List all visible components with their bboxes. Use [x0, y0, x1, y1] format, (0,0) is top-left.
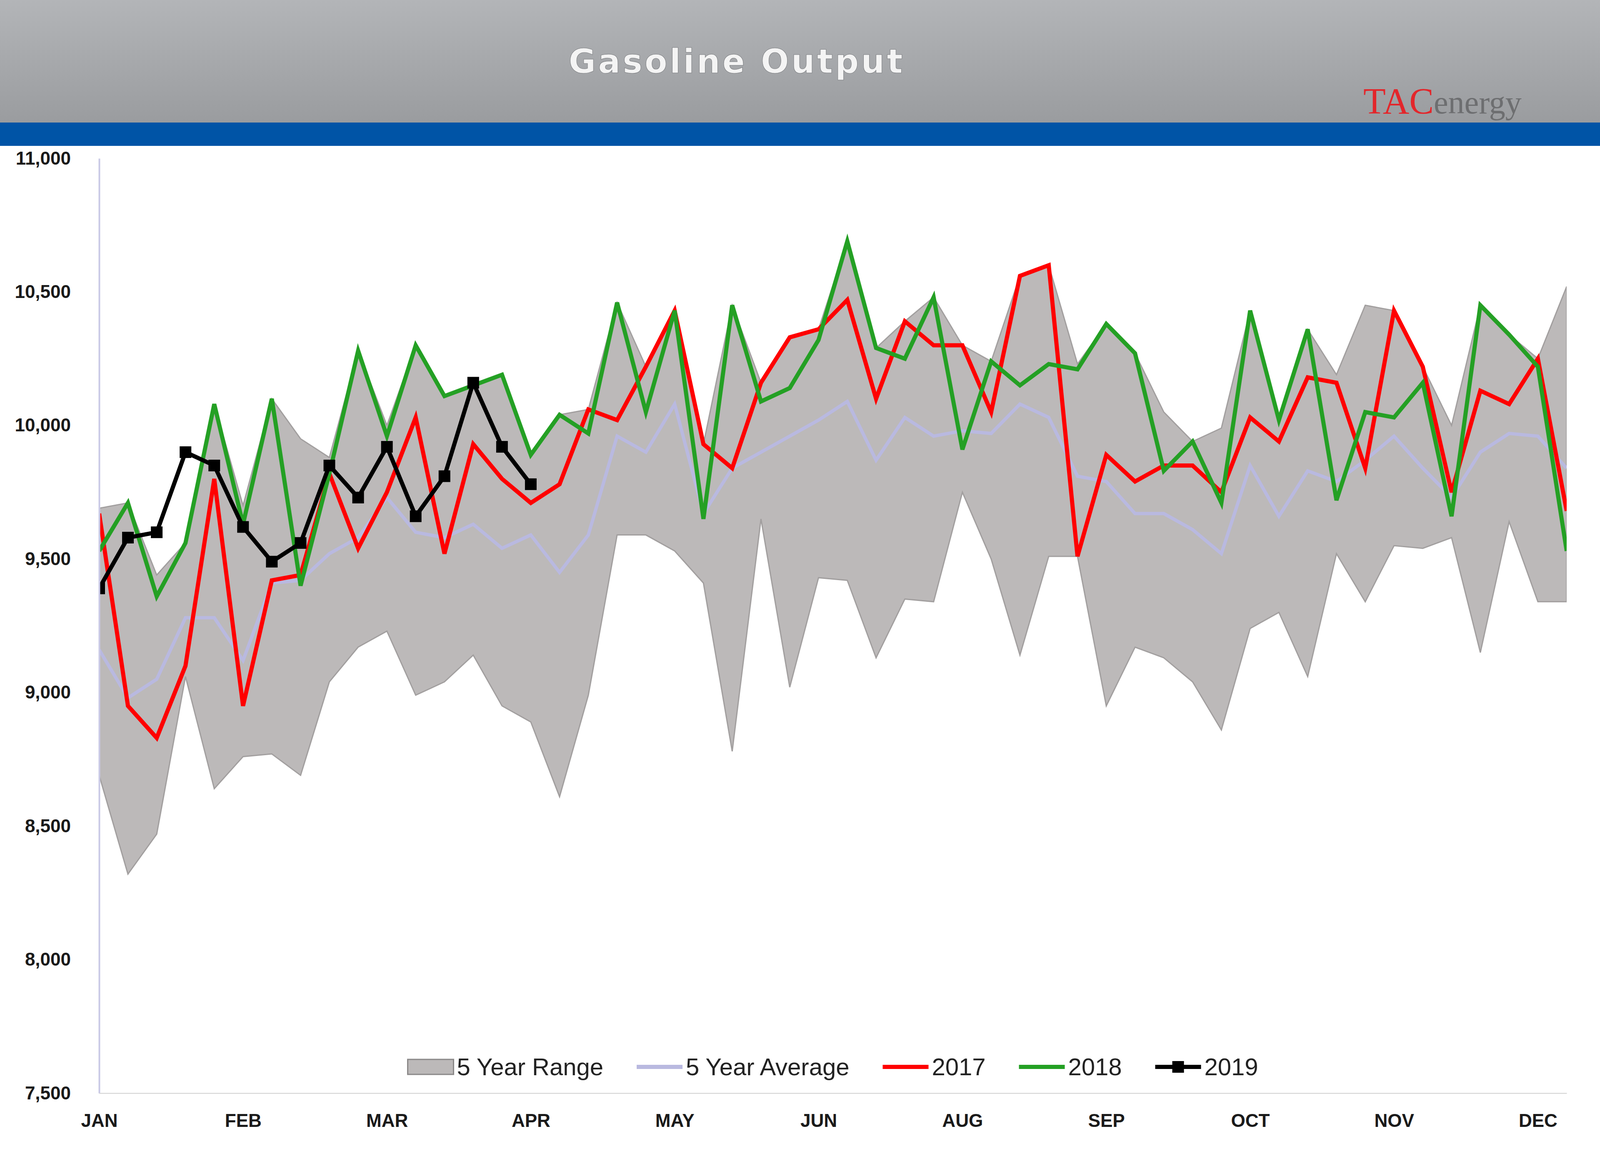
x-tick: FEB [225, 1092, 262, 1131]
marker [410, 510, 422, 523]
y-tick: 8,000 [25, 948, 100, 970]
legend-label: 5 Year Range [456, 1052, 604, 1080]
legend-marker [1172, 1060, 1184, 1073]
y-tick-label: 8,500 [25, 815, 71, 836]
series-line [99, 401, 1567, 698]
y-tick-label: 7,500 [25, 1082, 71, 1103]
marker [150, 526, 163, 538]
series-line [99, 265, 1567, 738]
marker [179, 446, 192, 458]
title: Gasoline Output [568, 42, 905, 81]
y-tick: 9,500 [25, 548, 100, 569]
x-tick: MAY [655, 1092, 695, 1131]
logo: TACenergy [1363, 80, 1522, 122]
x-tick: OCT [1230, 1092, 1270, 1131]
y-tick-label: 9,500 [25, 548, 71, 569]
y-axis: 7,500 8,000 8,500 9,000 9,500 10,000 10,500 11,… [14, 147, 100, 1103]
y-tick: 10,500 [14, 281, 100, 302]
x-tick: SEP [1088, 1092, 1125, 1131]
x-tick: APR [511, 1092, 551, 1131]
x-tick-label: AUG [942, 1110, 983, 1131]
x-tick: DEC [1518, 1092, 1558, 1131]
legend-label: 2018 [1067, 1052, 1122, 1080]
legend-item: 5 Year Range [407, 1052, 604, 1080]
marker [208, 459, 220, 472]
header-band [0, 0, 1600, 123]
marker [323, 459, 335, 472]
marker [438, 470, 451, 483]
x-tick-label: DEC [1518, 1110, 1558, 1131]
x-tick-label: JUN [800, 1110, 838, 1131]
x-tick: MAR [366, 1092, 408, 1131]
legend: 5 Year Range 5 Year Average 2017 2018 2019 [407, 1052, 1258, 1080]
y-axis-line [98, 158, 101, 1094]
y-tick-label: 10,000 [14, 414, 71, 435]
y-tick: 7,500 [25, 1082, 100, 1103]
marker [352, 491, 365, 504]
y-tick-label: 8,000 [25, 948, 71, 970]
x-tick-label: APR [511, 1110, 551, 1131]
marker [294, 537, 307, 549]
series-line [99, 241, 1567, 597]
marker [525, 478, 537, 490]
x-tick-label: NOV [1374, 1110, 1415, 1131]
x-axis-line [99, 1092, 1568, 1094]
logo-part: energy [1433, 84, 1522, 121]
legend-swatch [407, 1059, 454, 1075]
legend-item: 5 Year Average [636, 1052, 850, 1080]
legend-item: 2018 [1018, 1052, 1122, 1080]
x-tick: JUN [800, 1092, 838, 1131]
y-tick: 9,000 [25, 681, 100, 703]
legend-item: 2017 [882, 1052, 986, 1080]
x-tick: NOV [1374, 1092, 1415, 1131]
range-area [99, 241, 1567, 875]
x-tick-label: OCT [1230, 1110, 1270, 1131]
series-line [99, 382, 531, 588]
legend-label: 5 Year Average [685, 1052, 850, 1080]
legend-item: 2019 [1155, 1052, 1258, 1080]
y-tick: 8,500 [25, 815, 100, 836]
marker [496, 440, 508, 453]
marker [381, 440, 393, 453]
legend-swatch [882, 1064, 929, 1069]
x-tick: AUG [942, 1092, 983, 1131]
x-tick-label: JAN [80, 1110, 118, 1131]
marker [265, 555, 278, 568]
x-tick-label: MAR [366, 1110, 408, 1131]
logo-part: TAC [1363, 80, 1434, 122]
legend-label: 2017 [931, 1052, 986, 1080]
legend-swatch [636, 1064, 683, 1069]
y-tick-label: 10,500 [14, 281, 71, 302]
y-tick: 11,000 [15, 147, 100, 169]
plot-area [99, 241, 1567, 875]
x-tick-label: MAY [655, 1110, 695, 1131]
x-tick-label: SEP [1088, 1110, 1125, 1131]
x-axis: JAN FEB MAR APR MAY JUN AUG SEP OCT NOV DEC [80, 1092, 1567, 1131]
legend-label: 2019 [1204, 1052, 1258, 1080]
y-tick-label: 9,000 [25, 681, 71, 703]
header-stripe [0, 122, 1600, 146]
x-tick-label: FEB [225, 1110, 262, 1131]
chart: Gasoline Output TACenergy 7,500 8,000 8,500 9… [0, 0, 1600, 1159]
x-tick: JAN [80, 1092, 118, 1131]
marker [237, 520, 249, 533]
legend-swatch [1018, 1064, 1065, 1069]
y-tick-label: 11,000 [15, 147, 71, 169]
y-tick: 10,000 [14, 414, 100, 435]
marker [122, 531, 134, 544]
marker [467, 376, 480, 389]
